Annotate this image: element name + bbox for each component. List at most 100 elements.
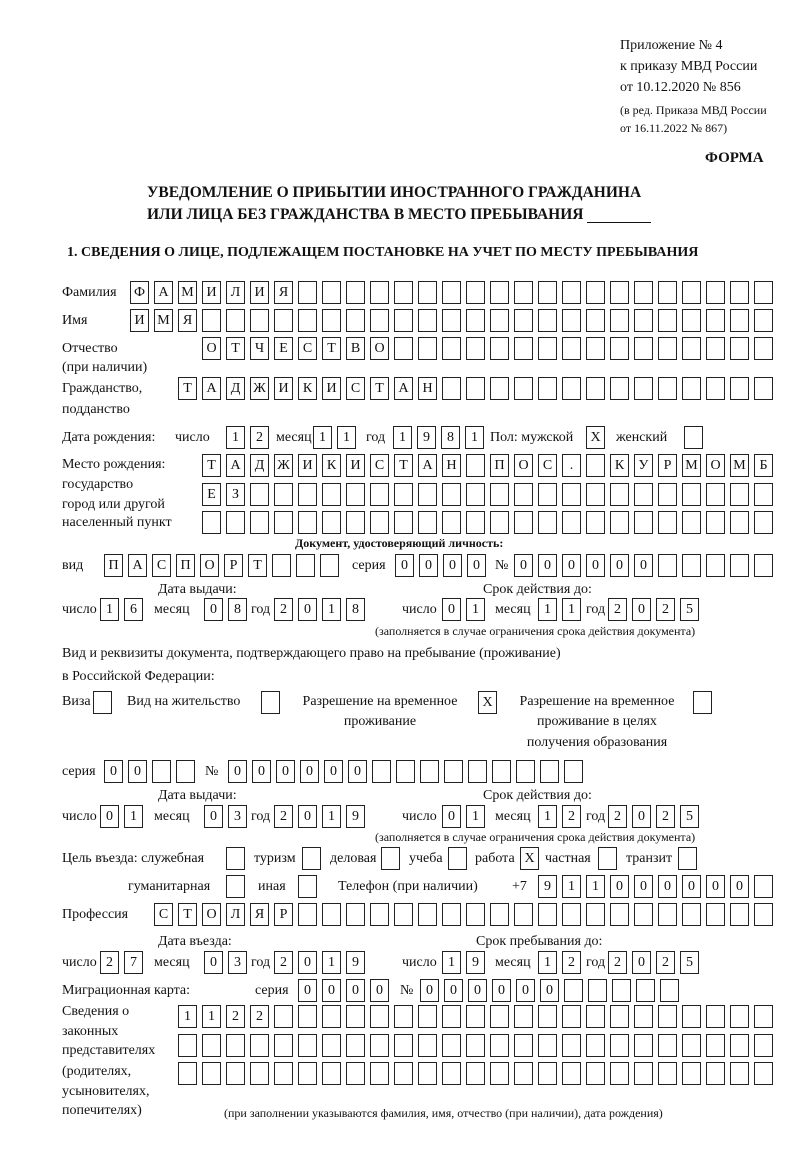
char-cell[interactable]: И bbox=[322, 377, 341, 400]
char-cell[interactable] bbox=[682, 377, 701, 400]
char-cell[interactable] bbox=[442, 309, 461, 332]
char-cell[interactable] bbox=[466, 1034, 485, 1057]
char-cell[interactable] bbox=[346, 281, 365, 304]
char-cell[interactable]: Р bbox=[658, 454, 677, 477]
char-cell[interactable] bbox=[538, 483, 557, 506]
char-cell[interactable]: 2 bbox=[100, 951, 119, 974]
char-cell[interactable] bbox=[730, 1062, 749, 1085]
char-cell[interactable]: Т bbox=[248, 554, 267, 577]
char-cell[interactable] bbox=[442, 377, 461, 400]
char-cell[interactable]: 0 bbox=[632, 951, 651, 974]
char-cell[interactable] bbox=[250, 1034, 269, 1057]
char-cell[interactable]: 0 bbox=[468, 979, 487, 1002]
char-cell[interactable] bbox=[320, 554, 339, 577]
char-cell[interactable] bbox=[514, 309, 533, 332]
char-cell[interactable] bbox=[468, 760, 487, 783]
char-cell[interactable]: 0 bbox=[298, 979, 317, 1002]
char-cell[interactable]: 1 bbox=[562, 598, 581, 621]
purpose-work-mark[interactable]: X bbox=[520, 847, 539, 870]
char-cell[interactable]: В bbox=[346, 337, 365, 360]
char-cell[interactable]: 0 bbox=[632, 598, 651, 621]
char-cell[interactable] bbox=[442, 511, 461, 534]
char-cell[interactable] bbox=[490, 337, 509, 360]
char-cell[interactable] bbox=[658, 337, 677, 360]
char-cell[interactable]: 0 bbox=[444, 979, 463, 1002]
visa-checkbox[interactable] bbox=[93, 691, 112, 714]
char-cell[interactable]: 2 bbox=[562, 805, 581, 828]
char-cell[interactable] bbox=[466, 377, 485, 400]
char-cell[interactable]: М bbox=[178, 281, 197, 304]
purpose-study-checkbox[interactable] bbox=[448, 847, 467, 870]
char-cell[interactable] bbox=[586, 1005, 605, 1028]
char-cell[interactable]: 8 bbox=[228, 598, 247, 621]
char-cell[interactable]: 2 bbox=[274, 951, 293, 974]
char-cell[interactable]: 0 bbox=[298, 598, 317, 621]
char-cell[interactable]: О bbox=[202, 903, 221, 926]
char-cell[interactable] bbox=[610, 511, 629, 534]
reps-row-2[interactable] bbox=[178, 1034, 773, 1057]
char-cell[interactable]: 2 bbox=[562, 951, 581, 974]
char-cell[interactable] bbox=[322, 903, 341, 926]
char-cell[interactable]: О bbox=[514, 454, 533, 477]
char-cell[interactable]: 6 bbox=[124, 598, 143, 621]
char-cell[interactable]: 2 bbox=[608, 598, 627, 621]
char-cell[interactable]: 0 bbox=[395, 554, 414, 577]
char-cell[interactable] bbox=[346, 511, 365, 534]
char-cell[interactable]: 0 bbox=[370, 979, 389, 1002]
purpose-business-checkbox[interactable] bbox=[381, 847, 400, 870]
char-cell[interactable] bbox=[730, 281, 749, 304]
char-cell[interactable] bbox=[586, 483, 605, 506]
char-cell[interactable] bbox=[394, 337, 413, 360]
char-cell[interactable]: 1 bbox=[124, 805, 143, 828]
char-cell[interactable] bbox=[394, 281, 413, 304]
char-cell[interactable] bbox=[634, 1034, 653, 1057]
char-cell[interactable] bbox=[658, 511, 677, 534]
char-cell[interactable] bbox=[610, 903, 629, 926]
char-cell[interactable] bbox=[274, 483, 293, 506]
char-cell[interactable] bbox=[538, 1062, 557, 1085]
char-cell[interactable] bbox=[660, 979, 679, 1002]
purpose-tourism-checkbox[interactable] bbox=[302, 847, 321, 870]
char-cell[interactable]: 1 bbox=[442, 951, 461, 974]
char-cell[interactable] bbox=[202, 511, 221, 534]
char-cell[interactable] bbox=[658, 377, 677, 400]
char-cell[interactable] bbox=[322, 1062, 341, 1085]
char-cell[interactable]: К bbox=[298, 377, 317, 400]
char-cell[interactable] bbox=[418, 281, 437, 304]
char-cell[interactable] bbox=[586, 511, 605, 534]
char-cell[interactable] bbox=[636, 979, 655, 1002]
char-cell[interactable] bbox=[394, 903, 413, 926]
char-cell[interactable]: У bbox=[634, 454, 653, 477]
char-cell[interactable]: 1 bbox=[202, 1005, 221, 1028]
char-cell[interactable] bbox=[394, 483, 413, 506]
purpose-other-checkbox[interactable] bbox=[298, 875, 317, 898]
char-cell[interactable]: 0 bbox=[610, 554, 629, 577]
char-cell[interactable] bbox=[394, 1005, 413, 1028]
sex-female-checkbox[interactable] bbox=[684, 426, 703, 449]
char-cell[interactable]: З bbox=[226, 483, 245, 506]
char-cell[interactable] bbox=[178, 1034, 197, 1057]
char-cell[interactable] bbox=[706, 554, 725, 577]
char-cell[interactable]: 1 bbox=[465, 426, 484, 449]
char-cell[interactable] bbox=[586, 337, 605, 360]
char-cell[interactable] bbox=[538, 903, 557, 926]
char-cell[interactable] bbox=[274, 1062, 293, 1085]
char-cell[interactable] bbox=[394, 309, 413, 332]
char-cell[interactable] bbox=[730, 483, 749, 506]
char-cell[interactable] bbox=[514, 511, 533, 534]
char-cell[interactable] bbox=[538, 377, 557, 400]
char-cell[interactable]: 0 bbox=[467, 554, 486, 577]
char-cell[interactable] bbox=[754, 875, 773, 898]
char-cell[interactable]: 1 bbox=[226, 426, 245, 449]
char-cell[interactable] bbox=[346, 483, 365, 506]
char-cell[interactable] bbox=[274, 1034, 293, 1057]
sex-male-checkbox[interactable]: X bbox=[586, 426, 605, 449]
char-cell[interactable] bbox=[586, 377, 605, 400]
char-cell[interactable]: Т bbox=[202, 454, 221, 477]
char-cell[interactable]: С bbox=[346, 377, 365, 400]
